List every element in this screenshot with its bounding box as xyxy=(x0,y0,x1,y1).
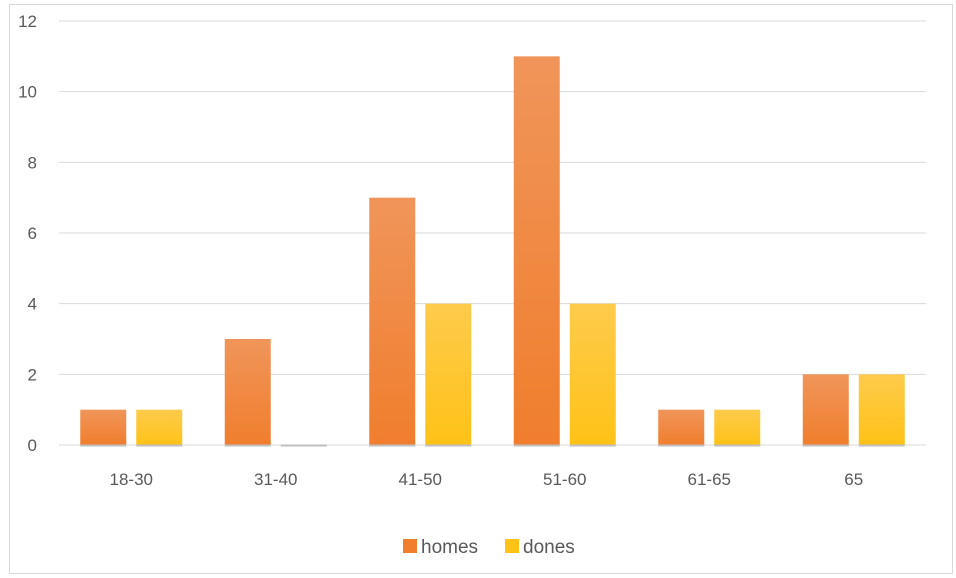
bar-homes-65 xyxy=(802,374,849,445)
legend-label-homes: homes xyxy=(421,537,478,558)
x-tick-label: 65 xyxy=(844,470,863,489)
legend-swatch-homes xyxy=(403,539,417,553)
y-tick-label: 12 xyxy=(18,12,37,31)
y-tick-label: 8 xyxy=(28,153,37,172)
bars xyxy=(80,56,905,447)
bar-homes-61-65 xyxy=(658,409,705,445)
x-tick-label: 51-60 xyxy=(543,470,586,489)
x-tick-label: 18-30 xyxy=(110,470,153,489)
bar-homes-51-60 xyxy=(513,56,560,445)
y-tick-label: 4 xyxy=(28,295,37,314)
x-axis-tick-labels: 18-30 31-40 41-50 51-60 61-65 65 xyxy=(110,470,864,489)
bar-homes-31-40 xyxy=(224,339,271,445)
bar-homes-41-50 xyxy=(369,197,416,445)
legend-swatch-dones xyxy=(505,539,519,553)
bar-dones-18-30 xyxy=(136,409,183,445)
bar-dones-51-60 xyxy=(569,303,616,445)
legend-label-dones: dones xyxy=(523,537,575,558)
y-tick-label: 0 xyxy=(28,436,37,455)
bar-homes-18-30 xyxy=(80,409,127,445)
legend: homes dones xyxy=(403,537,575,558)
bar-dones-65 xyxy=(858,374,905,445)
y-tick-label: 10 xyxy=(18,83,37,102)
bar-dones-41-50 xyxy=(425,303,472,445)
x-tick-label: 41-50 xyxy=(399,470,442,489)
chart-frame xyxy=(9,4,953,574)
y-axis-tick-labels: 0 2 4 6 8 10 12 xyxy=(18,12,37,455)
x-tick-label: 31-40 xyxy=(254,470,297,489)
x-tick-label: 61-65 xyxy=(688,470,731,489)
gridlines xyxy=(59,20,926,446)
y-tick-label: 2 xyxy=(28,365,37,384)
bar-dones-61-65 xyxy=(714,409,761,445)
y-tick-label: 6 xyxy=(28,224,37,243)
